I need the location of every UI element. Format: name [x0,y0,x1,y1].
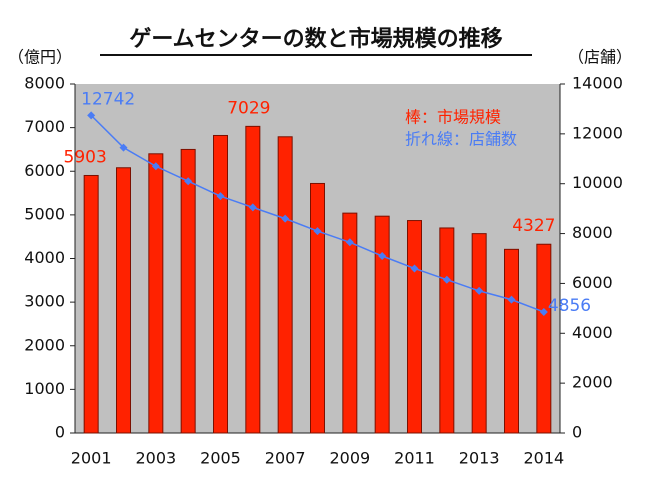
bar [213,134,228,434]
legend-entry: 折れ線：店舗数 [405,130,517,149]
line-marker [184,177,193,186]
x-tick-label: 2009 [329,449,370,468]
line-marker [378,252,387,261]
x-tick-label: 2007 [265,449,306,468]
line-marker [345,238,354,247]
x-tick-label: 2005 [200,449,241,468]
line-marker [281,214,290,223]
data-label: 12742 [81,89,135,109]
data-label: 4856 [548,296,591,316]
bar [116,167,131,434]
line-marker [216,192,225,201]
bar [83,174,99,434]
x-tick-label: 2003 [135,449,176,468]
y2-tick-label: 4000 [572,323,613,342]
bar [471,233,487,434]
bar [504,248,519,434]
y2-tick-label: 10000 [572,173,623,192]
bar [277,136,293,434]
data-label: 5903 [64,147,107,167]
bar [407,220,422,434]
bar [342,212,358,434]
y2-tick-label: 8000 [572,223,613,242]
line-marker [507,295,516,304]
x-tick-label: 2001 [71,449,112,468]
legend-entry: 棒：市場規模 [405,108,501,127]
y-tick-label: 3000 [24,292,65,311]
y-tick-label: 1000 [24,379,65,398]
line-marker [475,286,484,295]
y-tick-label: 4000 [24,248,65,267]
line-marker [151,162,160,171]
line-marker [87,111,96,120]
bar [374,215,390,434]
line-marker [410,264,419,273]
y2-axis-label: （店舗） [568,48,632,67]
y2-tick-label: 2000 [572,373,613,392]
bar [148,153,164,434]
line-marker [313,227,322,236]
y-tick-label: 5000 [24,204,65,223]
data-label: 7029 [227,98,270,118]
line-marker [442,275,451,284]
line-marker [539,307,548,316]
bar [180,148,196,434]
y2-tick-label: 6000 [572,273,613,292]
line-marker [119,143,128,152]
y-tick-label: 6000 [24,161,65,180]
bar [536,243,552,434]
x-tick-label: 2014 [523,449,564,468]
line-marker [248,203,257,212]
y-tick-label: 8000 [24,74,65,93]
y-tick-label: 2000 [24,335,65,354]
y2-tick-label: 14000 [572,74,623,93]
bar [310,182,325,434]
x-tick-label: 2011 [394,449,435,468]
y2-tick-label: 12000 [572,123,623,142]
y-tick-label: 7000 [24,117,65,136]
bar [439,227,455,434]
y-tick-label: 0 [55,423,65,442]
data-label: 4327 [512,216,555,236]
chart-title: ゲームセンターの数と市場規模の推移 [129,26,502,52]
y2-tick-label: 0 [572,423,582,442]
bar [245,125,261,434]
y-axis-label: （億円） [8,48,72,67]
x-tick-label: 2013 [459,449,500,468]
